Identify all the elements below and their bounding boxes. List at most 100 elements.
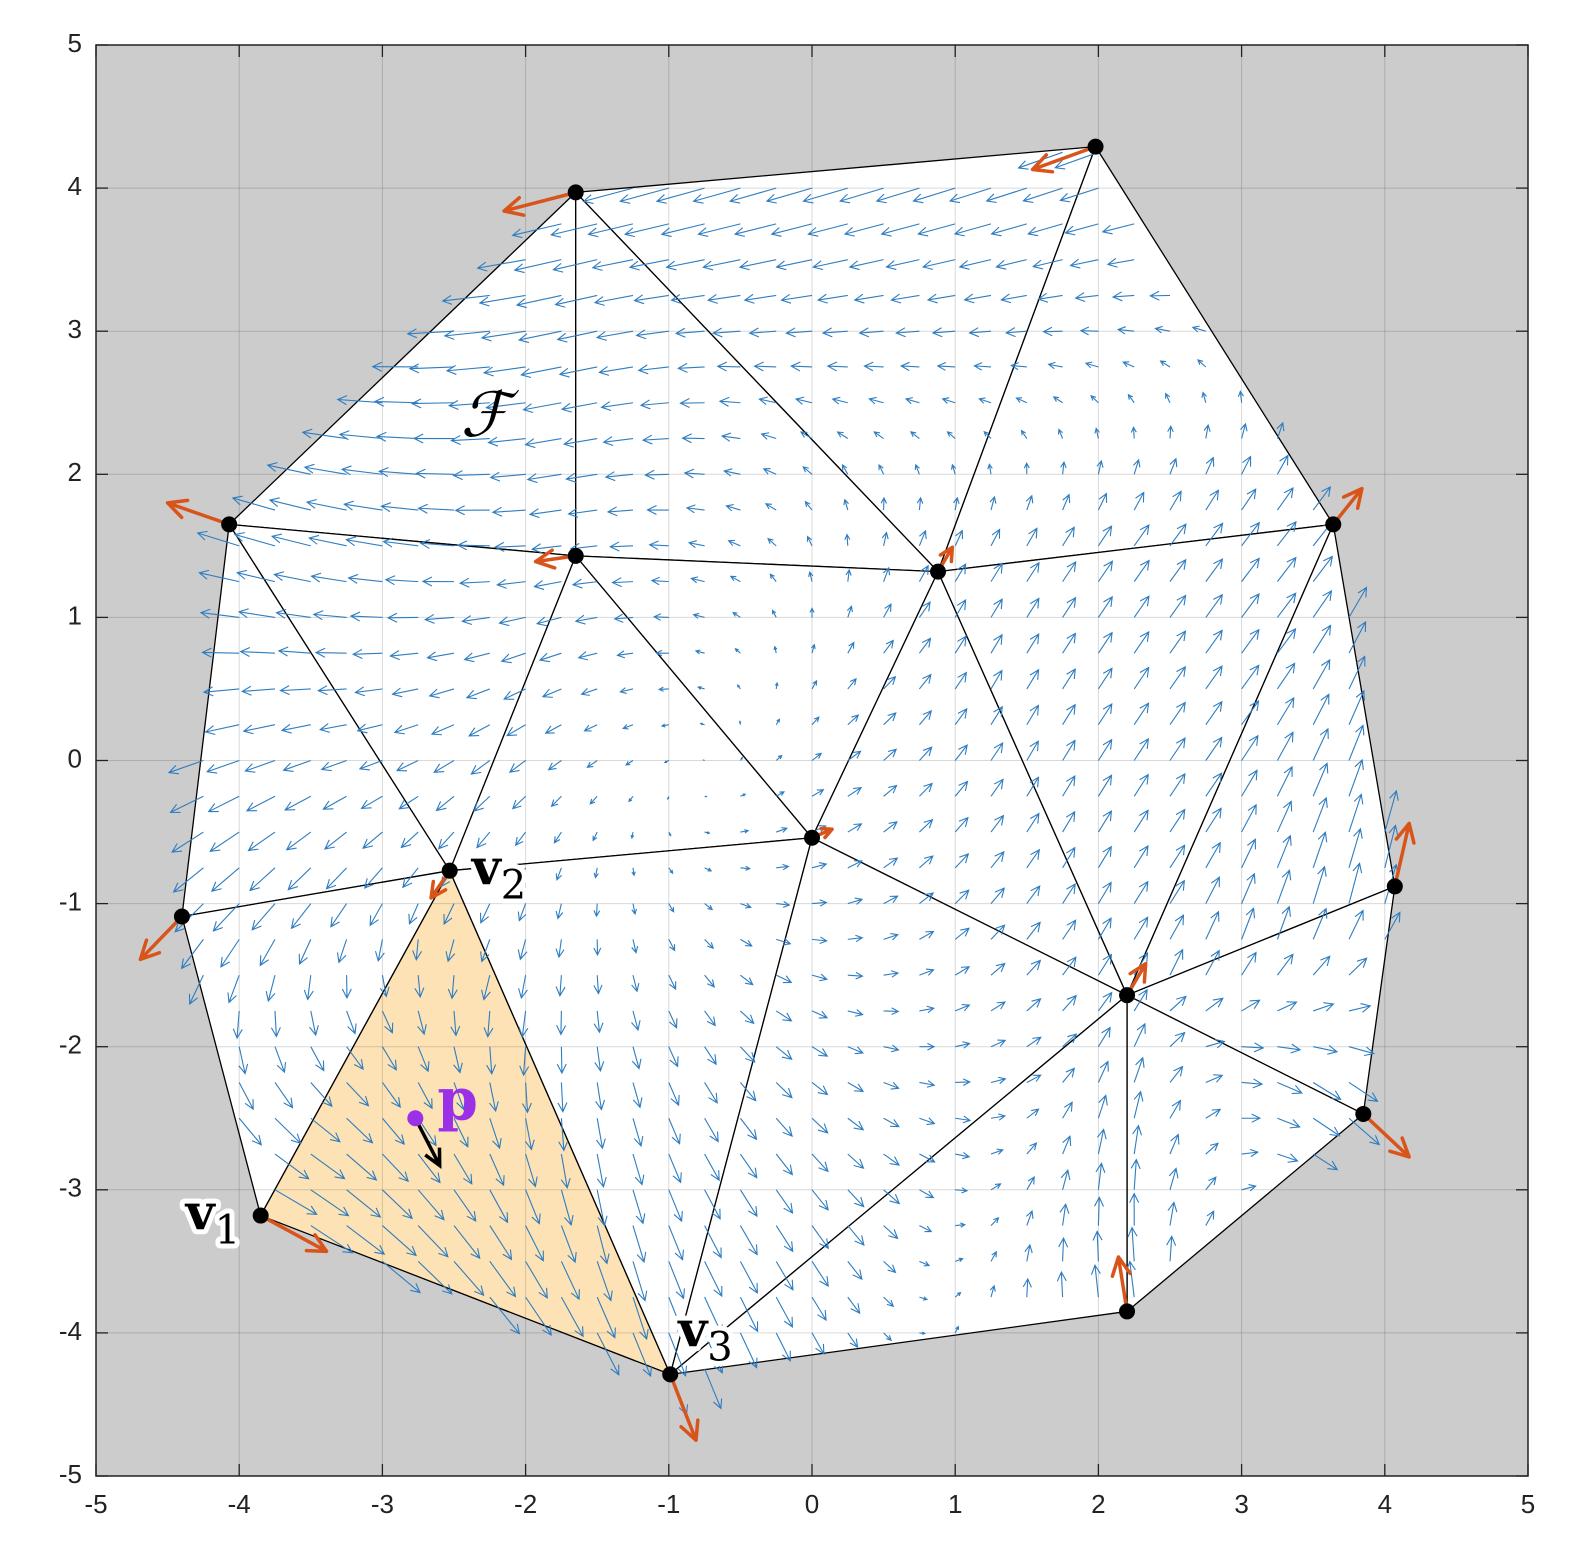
field-arrow <box>232 1010 243 1040</box>
field-arrow <box>739 1117 758 1141</box>
field-arrow <box>926 293 956 304</box>
field-arrow <box>381 1082 401 1108</box>
field-arrow <box>441 294 490 305</box>
field-arrow <box>667 796 670 801</box>
field-arrow <box>775 1225 794 1253</box>
field-arrow <box>826 361 848 372</box>
field-arrow <box>265 975 276 1003</box>
field-arrow <box>704 795 708 798</box>
x-tick-label: 1 <box>948 1489 962 1519</box>
field-arrow <box>1062 493 1071 511</box>
field-arrow <box>1276 421 1285 439</box>
field-arrow <box>739 1225 758 1256</box>
field-arrow <box>273 571 311 583</box>
field-arrow <box>921 259 956 270</box>
field-arrow <box>918 564 929 582</box>
field-arrow <box>171 831 204 853</box>
field-arrow <box>843 498 849 511</box>
vertex <box>441 862 458 879</box>
field-arrow <box>1129 1192 1140 1226</box>
field-arrow <box>883 1007 900 1015</box>
triangle <box>669 994 1128 1376</box>
field-arrow <box>919 892 935 905</box>
field-arrow <box>560 402 598 413</box>
field-arrow <box>1312 624 1332 654</box>
field-arrow <box>1169 701 1186 726</box>
field-arrow <box>692 187 741 204</box>
field-arrow <box>785 327 813 338</box>
field-arrow <box>567 507 598 518</box>
field-arrow <box>515 294 562 309</box>
field-arrow <box>188 974 204 1006</box>
field-arrow <box>1241 593 1260 618</box>
field-arrow <box>270 1010 281 1038</box>
field-arrow <box>489 1082 499 1113</box>
field-arrow <box>1277 1117 1301 1129</box>
field-arrow <box>518 1010 529 1038</box>
field-arrow <box>406 328 455 339</box>
field-arrow <box>280 723 311 734</box>
field-arrow <box>544 724 562 734</box>
field-arrow <box>1054 151 1099 170</box>
field-arrow <box>692 612 705 619</box>
y-tick-label: -2 <box>59 1030 82 1060</box>
field-arrow <box>807 223 848 237</box>
vertex-label-sub: 2 <box>501 863 526 909</box>
field-arrow <box>1169 558 1187 582</box>
vertex-vector <box>1030 144 1098 174</box>
field-arrow <box>1062 956 1077 976</box>
field-arrow <box>954 889 970 904</box>
vertex-label: v2 <box>471 838 527 909</box>
field-arrow <box>1026 668 1040 690</box>
field-arrow <box>1097 774 1113 797</box>
field-arrow <box>1205 522 1224 547</box>
field-arrow <box>775 1332 791 1362</box>
field-arrow <box>883 821 898 833</box>
field-arrow <box>1024 1243 1033 1262</box>
field-arrow <box>1026 1175 1035 1191</box>
field-arrow <box>282 759 311 772</box>
field-arrow <box>419 538 455 549</box>
field-arrow <box>1010 362 1027 371</box>
field-arrow <box>739 1082 757 1102</box>
field-arrow <box>1062 810 1076 833</box>
field-arrow <box>1127 393 1135 404</box>
field-arrow <box>1312 955 1331 976</box>
field-arrow <box>373 396 419 407</box>
field-arrow <box>1205 841 1221 869</box>
field-arrow <box>453 1046 463 1074</box>
field-arrow <box>417 1225 449 1258</box>
field-arrow <box>718 396 741 407</box>
field-arrow <box>1023 461 1030 475</box>
field-arrow <box>665 259 705 271</box>
field-arrow <box>631 1010 641 1032</box>
field-arrow <box>310 1225 354 1254</box>
field-arrow <box>990 669 1003 690</box>
field-arrow <box>990 1001 1006 1012</box>
field-arrow <box>650 576 669 586</box>
field-arrow <box>380 502 419 513</box>
x-tick-label: -4 <box>228 1489 251 1519</box>
field-arrow <box>775 1117 793 1138</box>
field-arrow <box>776 901 791 908</box>
field-arrow <box>918 673 932 690</box>
field-arrow <box>346 1189 382 1218</box>
field-arrow <box>560 1153 571 1190</box>
field-arrow <box>858 327 884 338</box>
field-arrow <box>619 187 669 204</box>
field-arrow <box>554 294 598 308</box>
field-arrow <box>238 1046 249 1075</box>
field-arrow <box>838 187 884 204</box>
field-arrow <box>954 1291 962 1298</box>
field-arrow <box>704 1368 723 1410</box>
field-arrow <box>496 578 526 589</box>
field-arrow <box>978 397 992 404</box>
field-arrow <box>760 432 777 440</box>
field-arrow <box>309 1010 319 1037</box>
field-arrow <box>632 1225 647 1264</box>
field-arrow <box>963 293 992 304</box>
field-arrow <box>517 903 527 922</box>
field-arrow <box>275 608 311 619</box>
field-arrow <box>593 975 603 995</box>
field-arrow <box>1168 1167 1179 1190</box>
